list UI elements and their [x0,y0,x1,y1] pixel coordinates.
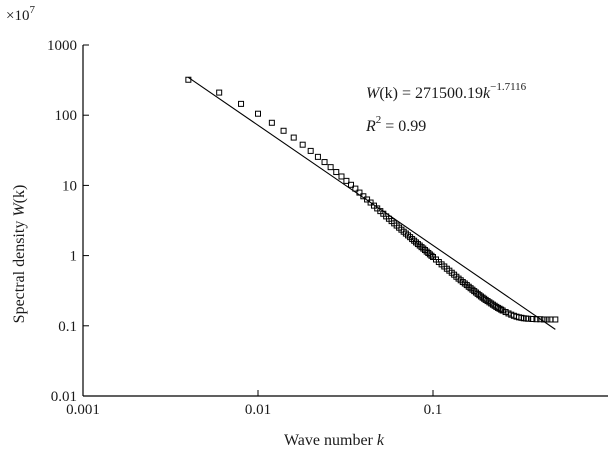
data-point-marker [352,185,359,192]
fit-line [188,76,556,330]
x-tick-label: 0.01 [245,402,271,418]
data-points [185,76,559,323]
data-point-marker [461,280,468,287]
y-axis-title-suffix: (k) [11,185,28,204]
y-tick-label: 100 [55,108,78,124]
data-point-marker [428,252,435,259]
data-point-marker [525,315,532,322]
data-point-marker [299,141,306,148]
x-axis-title-var: k [377,432,385,449]
data-point-marker [420,245,427,252]
multiplier-exponent: 7 [29,4,35,16]
data-point-marker [321,159,328,166]
y-axis-title: Spectral density W(k) [11,185,28,324]
eq-rhs-var: k [483,85,491,102]
data-point-marker [268,119,275,126]
data-point-marker [537,316,544,323]
data-point-marker [529,315,536,322]
data-point-marker [238,100,245,107]
data-point-marker [552,316,559,323]
y-axis-title-var: W [11,202,28,217]
axes [82,45,608,397]
x-tick-label: 0.001 [66,402,100,418]
y-axis-multiplier: ×107 [6,4,35,24]
y-axis-title-text: Spectral density [11,217,28,324]
data-point-marker [307,147,314,154]
data-point-marker [496,305,503,312]
data-point-marker [338,173,345,180]
data-point-marker [290,134,297,141]
eq-lhs-var: W [366,85,381,102]
fit-equation-annotation: W(k) = 271500.19k−1.7116 [366,81,527,102]
y-tick-label: 0.1 [58,319,77,335]
data-point-marker [343,177,350,184]
data-point-marker [367,199,374,206]
data-point-marker [348,181,355,188]
r2-var: R [365,118,376,135]
x-axis-title-text: Wave number [284,432,377,449]
data-point-marker [414,241,421,248]
eq-rhs-coef: = 271500.19 [398,85,483,102]
data-point-marker [411,237,418,244]
data-point-marker [216,89,223,96]
y-tick-label: 10 [62,178,77,194]
data-point-marker [314,153,321,160]
data-point-marker [463,282,470,289]
y-tick-label: 1 [70,249,78,265]
multiplier-base: ×10 [6,8,29,24]
data-point-marker [364,196,371,203]
r2-value: = 0.99 [381,118,426,135]
x-axis-title: Wave number k [284,432,385,449]
data-point-marker [333,169,340,176]
r-squared-annotation: R2 = 0.99 [365,114,426,135]
eq-exponent: −1.7116 [490,81,527,93]
x-tick-label: 0.1 [424,402,443,418]
data-point-marker [544,316,551,323]
data-point-marker [409,236,416,243]
y-tick-label: 0.01 [51,389,77,405]
data-point-marker [327,164,334,171]
eq-lhs-arg: (k) [379,85,398,102]
r2-exponent: 2 [376,114,382,126]
data-point-marker [280,127,287,134]
data-point-marker [413,239,420,246]
data-point-marker [255,110,261,117]
y-tick-label: 1000 [47,38,77,54]
